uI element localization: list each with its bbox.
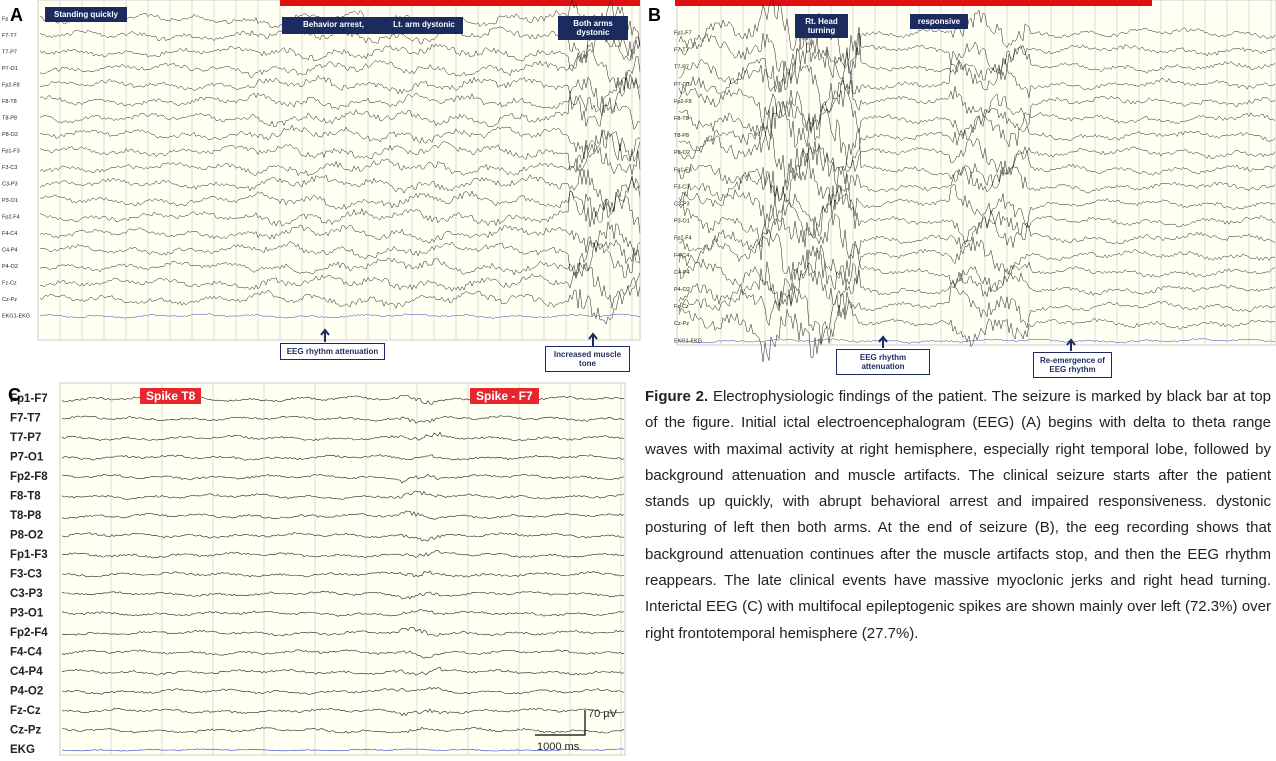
page: Fp1-F7 F7-T7 T7-P7 P7-O1 Fp2-F8 F8-T8 T8-P8 P8-…: [0, 0, 1276, 761]
channel-label: Cz-Pz: [2, 297, 17, 303]
channel-label: EKG: [10, 744, 35, 756]
channel-label: P7-O1: [10, 452, 44, 464]
channel-label: EKG1-EKG: [674, 338, 702, 344]
channel-label: F3-C3: [2, 165, 17, 171]
panel-label: C: [6, 386, 23, 404]
channel-label: C4-P4: [2, 247, 18, 253]
channel-label: T7-P7: [2, 49, 17, 55]
channel-label: Fp1-F3: [2, 148, 20, 154]
channel-label: P4-O2: [674, 287, 690, 293]
channel-label: F3-C3: [674, 184, 689, 190]
seizure-bar: [675, 0, 1152, 6]
channel-label: F8-T8: [2, 99, 17, 105]
channel-label: C4-P4: [674, 270, 690, 276]
channel-label: F7-T7: [2, 33, 17, 39]
channel-label: F8-T8: [10, 491, 41, 503]
seizure-bar: [280, 0, 640, 6]
channel-label: P3-O1: [674, 219, 690, 225]
channel-label: C3-P3: [10, 588, 43, 600]
channel-label: C4-P4: [10, 666, 43, 678]
channel-label: Fp2-F8: [10, 471, 48, 483]
channel-label: F4-C4: [10, 647, 43, 659]
channel-label: Fp2-F8: [674, 99, 692, 105]
channel-label: Fp2-F4: [10, 627, 48, 639]
annotation: Both arms dystonic: [558, 16, 628, 40]
channel-label: P3-O1: [10, 608, 44, 620]
annotation: Standing quickly: [45, 7, 127, 22]
channel-label: P3-O1: [2, 198, 18, 204]
callout: Increased muscle tone: [545, 346, 630, 372]
channel-label: P7-O1: [674, 82, 690, 88]
channel-label: Fp2-F4: [2, 214, 20, 220]
spike-label: Spike T8: [140, 388, 201, 404]
channel-label: Fz-Cz: [10, 705, 41, 717]
channel-label: Fz-Cz: [674, 304, 689, 310]
channel-label: T7-P7: [674, 65, 689, 71]
scale-label: 70 µV: [588, 708, 618, 720]
callout: EEG rhythm attenuation: [836, 349, 930, 375]
panel-label: B: [646, 6, 663, 24]
channel-label: C3-P3: [2, 181, 18, 187]
channel-label: Fp1-F3: [10, 549, 48, 561]
caption: Figure 2. Electrophysiologic findings of…: [645, 384, 1271, 647]
channel-label: T8-P8: [674, 133, 689, 139]
channel-label: F4-C4: [2, 231, 17, 237]
callout: Re-emergence of EEG rhythm: [1033, 352, 1112, 378]
channel-label: P8-O2: [10, 530, 43, 542]
annotation: Lt. arm dystonic: [385, 17, 463, 34]
annotation: responsive: [910, 14, 968, 29]
channel-label: P4-O2: [10, 686, 43, 698]
channel-label: F4-C4: [674, 253, 689, 259]
channel-label: F7-T7: [10, 413, 41, 425]
channel-label: F8-T8: [674, 116, 689, 122]
channel-label: Fp1-F7: [674, 30, 692, 36]
scale-label: 1000 ms: [537, 741, 580, 753]
channel-label: EKG1-EKG: [2, 313, 30, 319]
channel-label: Cz-Pz: [674, 321, 689, 327]
channel-label: Fp2-F4: [674, 236, 692, 242]
channel-label: Fp2-F8: [2, 82, 20, 88]
panel-label: A: [8, 6, 25, 24]
channel-label: T8-P8: [2, 115, 17, 121]
channel-label: F3-C3: [10, 569, 42, 581]
spike-label: Spike - F7: [470, 388, 539, 404]
annotation: Behavior arrest,: [282, 17, 385, 34]
annotation: Rt. Head turning: [795, 14, 848, 38]
channel-label: P4-O2: [2, 264, 18, 270]
channel-label: Cz-Pz: [10, 725, 42, 737]
channel-label: T7-P7: [10, 432, 41, 444]
channel-label: P7-O1: [2, 66, 18, 72]
channel-label: T8-P8: [10, 510, 42, 522]
channel-label: Fz-Cz: [2, 280, 17, 286]
caption-text: Electrophysiologic findings of the patie…: [645, 388, 1271, 642]
callout: EEG rhythm attenuation: [280, 343, 385, 360]
caption-label: Figure 2.: [645, 388, 708, 405]
channel-label: P8-O2: [2, 132, 18, 138]
eeg-background: [38, 0, 640, 340]
